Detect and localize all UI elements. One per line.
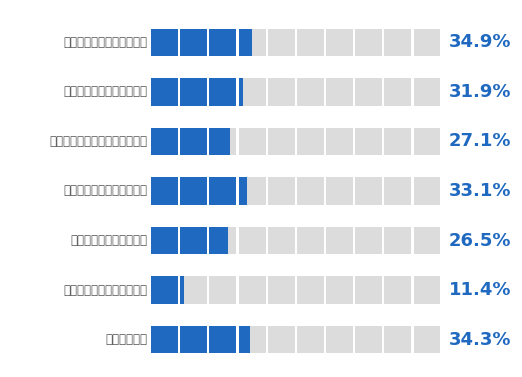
- Bar: [178, 276, 180, 303]
- Bar: [295, 326, 297, 353]
- Bar: [353, 276, 355, 303]
- Bar: [411, 227, 413, 254]
- Bar: [324, 227, 326, 254]
- Bar: [353, 177, 355, 205]
- Bar: [295, 177, 297, 205]
- Bar: [266, 177, 268, 205]
- Bar: [382, 128, 384, 155]
- Bar: [236, 326, 239, 353]
- Bar: [151, 227, 441, 254]
- Text: ガウンの調達に支障がある: ガウンの調達に支障がある: [63, 184, 147, 198]
- Bar: [266, 276, 268, 303]
- Bar: [382, 78, 384, 106]
- Bar: [151, 177, 441, 205]
- Bar: [178, 29, 180, 56]
- Bar: [151, 326, 251, 353]
- Bar: [295, 128, 297, 155]
- Bar: [151, 276, 184, 303]
- Bar: [324, 78, 326, 106]
- Bar: [236, 177, 239, 205]
- Bar: [411, 276, 413, 303]
- Bar: [151, 128, 230, 155]
- Bar: [236, 78, 239, 106]
- Bar: [382, 227, 384, 254]
- Bar: [236, 276, 239, 303]
- Bar: [178, 227, 180, 254]
- Text: 手袋の調達に支障がある: 手袋の調達に支障がある: [70, 234, 147, 247]
- Bar: [207, 326, 209, 353]
- Bar: [151, 128, 441, 155]
- Bar: [151, 78, 441, 106]
- Bar: [353, 326, 355, 353]
- Bar: [353, 29, 355, 56]
- Bar: [266, 326, 268, 353]
- Bar: [324, 326, 326, 353]
- Text: その他の物品で支障がある: その他の物品で支障がある: [63, 284, 147, 297]
- Bar: [353, 227, 355, 254]
- Bar: [411, 29, 413, 56]
- Bar: [266, 29, 268, 56]
- Text: マスクの調達に支障がある: マスクの調達に支障がある: [63, 36, 147, 49]
- Bar: [151, 29, 252, 56]
- Bar: [382, 177, 384, 205]
- Bar: [324, 128, 326, 155]
- Bar: [207, 78, 209, 106]
- Bar: [151, 326, 441, 353]
- Bar: [295, 227, 297, 254]
- Text: 33.1%: 33.1%: [448, 182, 511, 200]
- Bar: [411, 78, 413, 106]
- Text: 11.4%: 11.4%: [448, 281, 511, 299]
- Bar: [151, 177, 247, 205]
- Bar: [207, 29, 209, 56]
- Bar: [236, 29, 239, 56]
- Bar: [207, 276, 209, 303]
- Bar: [353, 128, 355, 155]
- Text: 26.5%: 26.5%: [448, 231, 511, 250]
- Bar: [295, 276, 297, 303]
- Bar: [178, 128, 180, 155]
- Text: アルコールの調達に支障がある: アルコールの調達に支障がある: [49, 135, 147, 148]
- Bar: [266, 128, 268, 155]
- Bar: [151, 227, 228, 254]
- Bar: [207, 128, 209, 155]
- Bar: [382, 276, 384, 303]
- Bar: [411, 177, 413, 205]
- Bar: [151, 78, 243, 106]
- Bar: [151, 276, 441, 303]
- Text: 27.1%: 27.1%: [448, 132, 511, 150]
- Text: 34.9%: 34.9%: [448, 34, 511, 51]
- Bar: [295, 29, 297, 56]
- Bar: [207, 227, 209, 254]
- Bar: [353, 78, 355, 106]
- Bar: [266, 227, 268, 254]
- Text: 全く問題ない: 全く問題ない: [105, 333, 147, 346]
- Bar: [178, 326, 180, 353]
- Bar: [382, 326, 384, 353]
- Text: 31.9%: 31.9%: [448, 83, 511, 101]
- Bar: [178, 177, 180, 205]
- Bar: [151, 29, 441, 56]
- Bar: [324, 29, 326, 56]
- Bar: [411, 326, 413, 353]
- Bar: [324, 276, 326, 303]
- Bar: [382, 29, 384, 56]
- Bar: [178, 78, 180, 106]
- Bar: [207, 177, 209, 205]
- Text: 34.3%: 34.3%: [448, 331, 511, 349]
- Bar: [324, 177, 326, 205]
- Bar: [411, 128, 413, 155]
- Bar: [236, 227, 239, 254]
- Bar: [266, 78, 268, 106]
- Bar: [295, 78, 297, 106]
- Text: 防護服の調達に支障がある: 防護服の調達に支障がある: [63, 86, 147, 98]
- Bar: [236, 128, 239, 155]
